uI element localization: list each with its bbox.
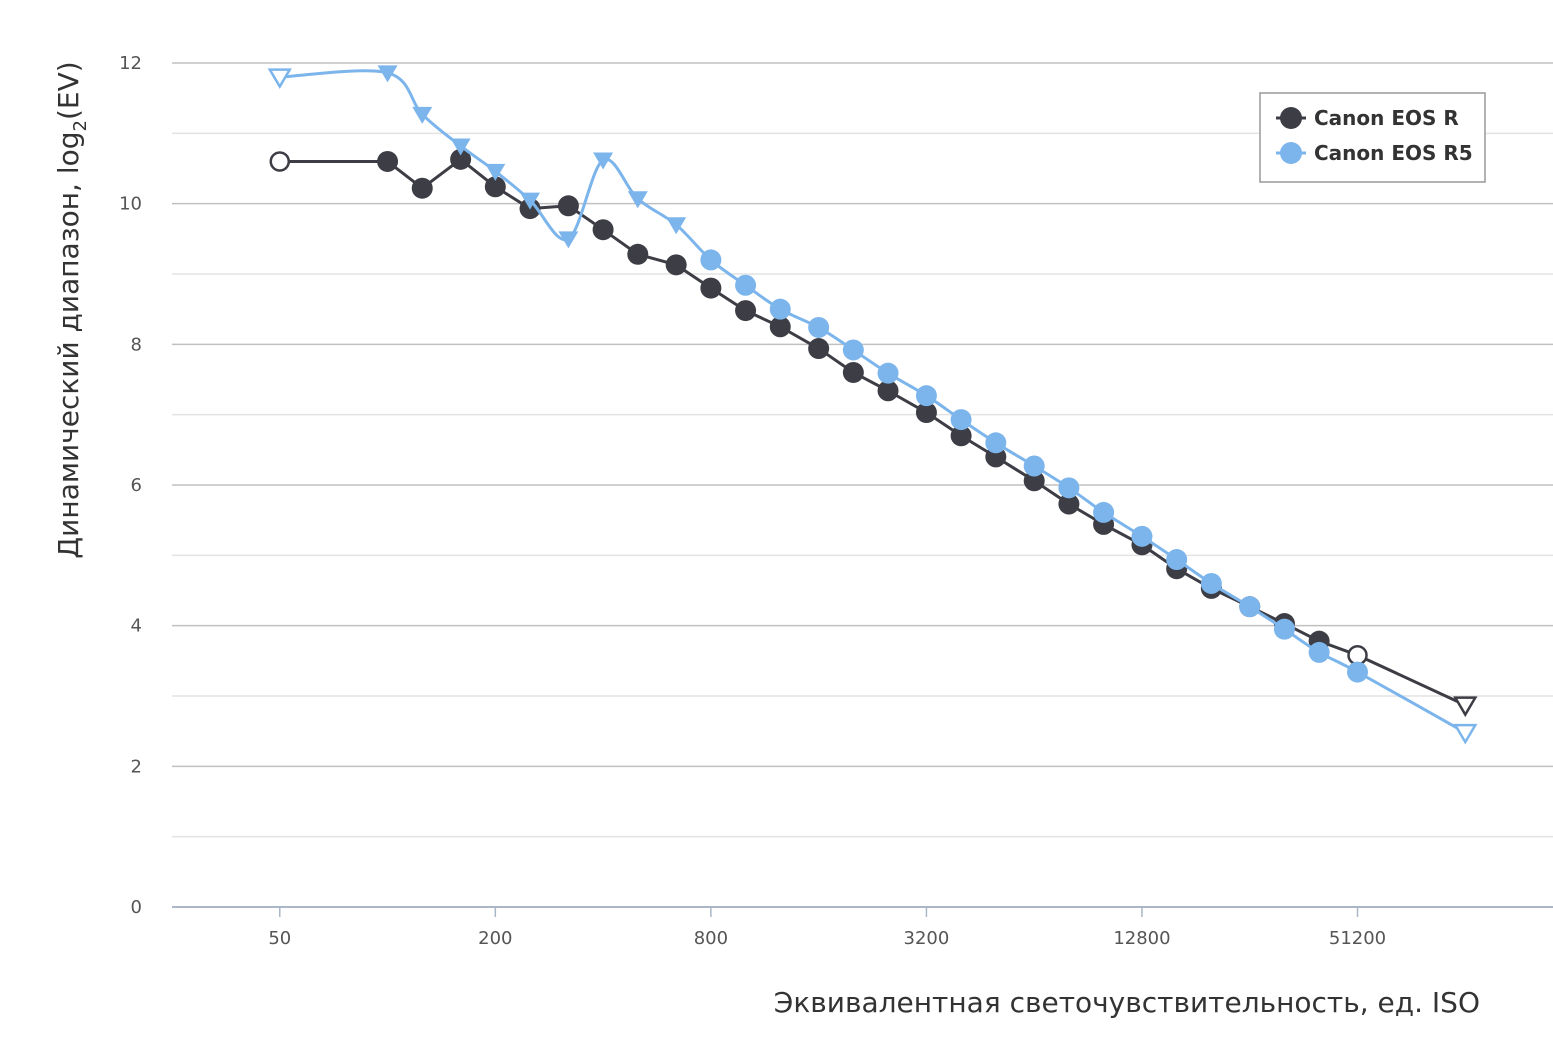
y-axis-title-subscript: 2: [70, 120, 91, 131]
y-axis-title: Динамический диапазон, log2(EV): [52, 61, 91, 558]
data-point-canon-eos-r5[interactable]: [666, 217, 687, 235]
data-point-canon-eos-r5[interactable]: [1058, 477, 1080, 499]
data-point-canon-eos-r5[interactable]: [985, 432, 1007, 454]
data-point-canon-eos-r[interactable]: [1023, 470, 1045, 492]
data-point-canon-eos-r[interactable]: [877, 380, 899, 402]
data-point-canon-eos-r5[interactable]: [1023, 455, 1045, 477]
data-point-canon-eos-r5[interactable]: [1347, 661, 1369, 683]
data-point-canon-eos-r[interactable]: [377, 150, 399, 172]
data-point-canon-eos-r5[interactable]: [593, 152, 614, 170]
data-point-canon-eos-r5[interactable]: [1453, 723, 1478, 745]
x-tick-label: 50: [268, 928, 291, 949]
data-point-canon-eos-r5[interactable]: [769, 298, 791, 320]
data-point-canon-eos-r[interactable]: [769, 316, 791, 338]
data-point-canon-eos-r[interactable]: [808, 338, 830, 360]
data-point-canon-eos-r5[interactable]: [377, 65, 398, 83]
legend-label-canon-eos-r5: Canon EOS R5: [1314, 141, 1473, 165]
data-point-canon-eos-r5[interactable]: [485, 163, 506, 181]
data-point-canon-eos-r[interactable]: [450, 148, 472, 170]
y-tick-label: 12: [119, 53, 142, 74]
data-point-canon-eos-r[interactable]: [842, 361, 864, 383]
data-point-canon-eos-r[interactable]: [411, 177, 433, 199]
data-point-canon-eos-r[interactable]: [1347, 644, 1368, 666]
legend-item-canon-eos-r5[interactable]: Canon EOS R5: [1276, 141, 1473, 165]
data-point-canon-eos-r[interactable]: [665, 254, 687, 276]
data-point-canon-eos-r5[interactable]: [735, 274, 757, 296]
data-point-canon-eos-r[interactable]: [950, 425, 972, 447]
data-point-canon-eos-r[interactable]: [1453, 696, 1478, 718]
data-point-canon-eos-r[interactable]: [484, 176, 506, 198]
x-tick-label: 3200: [904, 928, 950, 949]
data-point-canon-eos-r5[interactable]: [1273, 618, 1295, 640]
y-axis-title-main: Динамический диапазон, log: [52, 131, 85, 558]
series-canon-eos-r5: [267, 65, 1478, 745]
data-point-canon-eos-r5[interactable]: [627, 191, 648, 209]
y-tick-label: 0: [131, 897, 142, 918]
x-tick-label: 800: [694, 928, 728, 949]
data-point-canon-eos-r5[interactable]: [1200, 572, 1222, 594]
x-axis-title: Эквивалентная светочувствительность, ед.…: [774, 986, 1480, 1019]
data-point-canon-eos-r[interactable]: [627, 243, 649, 265]
data-point-canon-eos-r[interactable]: [557, 195, 579, 217]
data-point-canon-eos-r[interactable]: [700, 277, 722, 299]
data-point-canon-eos-r[interactable]: [269, 151, 291, 172]
data-point-canon-eos-r5[interactable]: [558, 231, 579, 249]
legend-item-canon-eos-r[interactable]: Canon EOS R: [1276, 106, 1459, 130]
y-tick-labels: 0 2 4 6 8 10 12: [119, 53, 142, 918]
x-tick-label: 12800: [1113, 928, 1170, 949]
x-tick-label: 51200: [1329, 928, 1386, 949]
legend-box: [1259, 92, 1486, 183]
data-point-canon-eos-r[interactable]: [592, 219, 614, 241]
grid: [172, 62, 1553, 908]
x-tick-labels: 50 200 800 3200 12800 51200: [268, 907, 1386, 949]
y-tick-label: 2: [131, 756, 142, 777]
data-point-canon-eos-r5[interactable]: [700, 249, 722, 271]
data-point-canon-eos-r5[interactable]: [1239, 596, 1261, 618]
data-point-canon-eos-r5[interactable]: [1308, 641, 1330, 663]
legend: Canon EOS R Canon EOS R5: [1259, 92, 1486, 183]
data-point-canon-eos-r[interactable]: [915, 402, 937, 424]
data-point-canon-eos-r5[interactable]: [520, 192, 541, 210]
data-point-canon-eos-r5[interactable]: [1166, 549, 1188, 571]
data-point-canon-eos-r5[interactable]: [842, 339, 864, 361]
data-point-canon-eos-r5[interactable]: [877, 362, 899, 384]
y-tick-label: 8: [131, 334, 142, 355]
data-point-canon-eos-r5[interactable]: [1093, 501, 1115, 523]
data-point-canon-eos-r5[interactable]: [450, 138, 471, 156]
legend-marker-canon-eos-r5: [1280, 142, 1302, 164]
data-point-canon-eos-r[interactable]: [735, 300, 757, 322]
data-point-canon-eos-r5[interactable]: [915, 385, 937, 407]
legend-label-canon-eos-r: Canon EOS R: [1314, 106, 1459, 130]
y-tick-label: 10: [119, 194, 142, 215]
y-axis-title-suffix: (EV): [52, 61, 85, 120]
data-point-canon-eos-r5[interactable]: [412, 106, 433, 124]
series-layer: [267, 65, 1478, 745]
y-tick-label: 6: [131, 475, 142, 496]
x-tick-label: 200: [478, 928, 512, 949]
data-point-canon-eos-r5[interactable]: [267, 68, 292, 90]
y-tick-label: 4: [131, 616, 142, 637]
data-point-canon-eos-r5[interactable]: [950, 409, 972, 431]
data-point-canon-eos-r5[interactable]: [808, 316, 830, 338]
data-point-canon-eos-r5[interactable]: [1131, 525, 1153, 547]
legend-marker-canon-eos-r: [1280, 107, 1302, 129]
data-point-canon-eos-r[interactable]: [1058, 493, 1080, 515]
